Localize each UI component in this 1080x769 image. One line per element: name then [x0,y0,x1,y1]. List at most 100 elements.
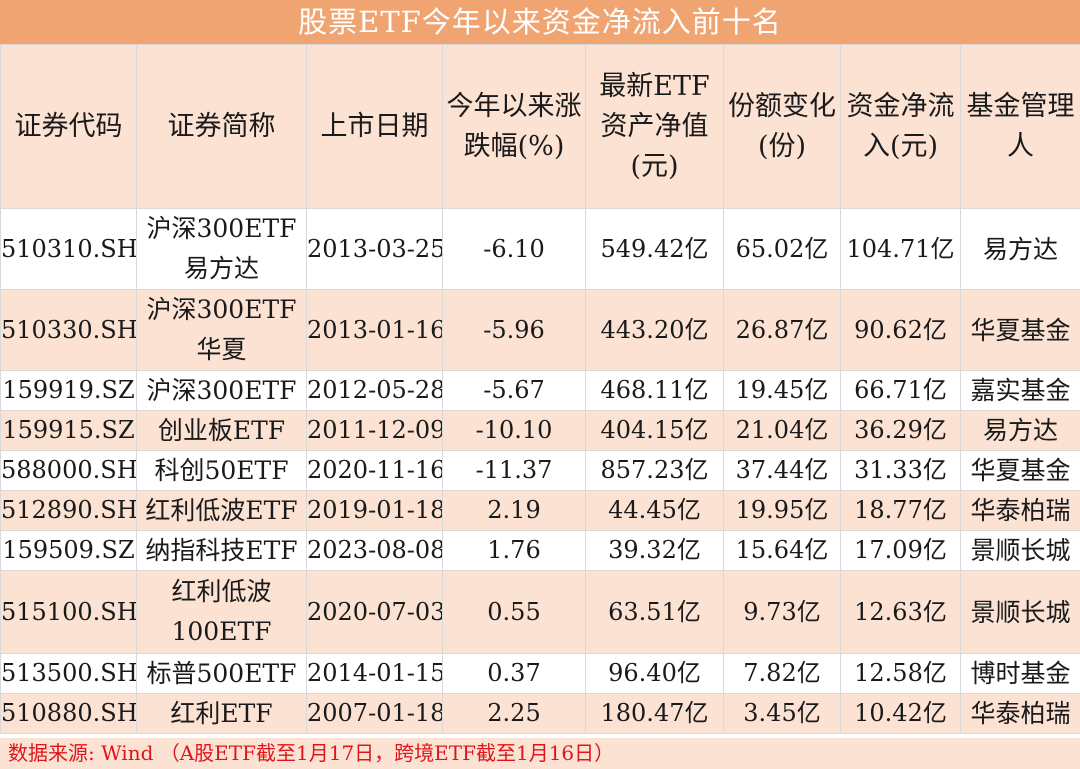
header-row: 证券代码 证券简称 上市日期 今年以来涨跌幅(%) 最新ETF资产净值(元) 份… [0,44,1080,209]
cell-share: 26.87亿 [723,289,841,371]
cell-share: 21.04亿 [723,410,841,451]
cell-change: -10.10 [442,410,586,451]
table-row: 513500.SH 标普500ETF 2014-01-15 0.37 96.40亿 7.8… [0,653,1080,694]
cell-share: 3.45亿 [723,693,841,734]
data-source-note: 数据来源: Wind （A股ETF截至1月17日，跨境ETF截至1月16日） [0,738,1080,769]
header-name: 证券简称 [136,44,307,209]
cell-flow: 66.71亿 [840,370,961,411]
cell-code: 588000.SH [0,450,137,491]
cell-share: 9.73亿 [723,570,841,654]
cell-share: 65.02亿 [723,208,841,290]
cell-manager: 华夏基金 [960,289,1080,371]
cell-code: 159919.SZ [0,370,137,411]
cell-manager: 易方达 [960,410,1080,451]
cell-flow: 31.33亿 [840,450,961,491]
cell-manager: 景顺长城 [960,570,1080,654]
cell-date: 2020-07-03 [306,570,443,654]
cell-share: 19.95亿 [723,490,841,531]
cell-name: 科创50ETF [136,450,307,491]
cell-code: 515100.SH [0,570,137,654]
cell-name: 红利ETF [136,693,307,734]
cell-change: -5.96 [442,289,586,371]
cell-change: 1.76 [442,530,586,571]
cell-manager: 华泰柏瑞 [960,693,1080,734]
cell-change: 0.55 [442,570,586,654]
cell-code: 159509.SZ [0,530,137,571]
cell-flow: 36.29亿 [840,410,961,451]
header-manager: 基金管理人 [960,44,1080,209]
cell-nav: 443.20亿 [585,289,724,371]
cell-code: 510310.SH [0,208,137,290]
cell-date: 2020-11-16 [306,450,443,491]
table-row: 588000.SH 科创50ETF 2020-11-16 -11.37 857.23亿 3… [0,450,1080,491]
cell-flow: 10.42亿 [840,693,961,734]
cell-nav: 549.42亿 [585,208,724,290]
header-change: 今年以来涨跌幅(%) [442,44,586,209]
cell-nav: 180.47亿 [585,693,724,734]
cell-manager: 景顺长城 [960,530,1080,571]
table-row: 510880.SH 红利ETF 2007-01-18 2.25 180.47亿 3.45亿… [0,693,1080,734]
cell-flow: 12.58亿 [840,653,961,694]
cell-code: 510330.SH [0,289,137,371]
cell-nav: 404.15亿 [585,410,724,451]
cell-flow: 18.77亿 [840,490,961,531]
cell-share: 19.45亿 [723,370,841,411]
cell-name: 纳指科技ETF [136,530,307,571]
table-row: 512890.SH 红利低波ETF 2019-01-18 2.19 44.45亿 19.9… [0,490,1080,531]
cell-share: 37.44亿 [723,450,841,491]
cell-change: -5.67 [442,370,586,411]
cell-change: 2.19 [442,490,586,531]
cell-nav: 39.32亿 [585,530,724,571]
cell-date: 2023-08-08 [306,530,443,571]
cell-date: 2019-01-18 [306,490,443,531]
cell-date: 2007-01-18 [306,693,443,734]
table-row: 159509.SZ 纳指科技ETF 2023-08-08 1.76 39.32亿 15.6… [0,530,1080,571]
cell-change: -6.10 [442,208,586,290]
cell-date: 2013-03-25 [306,208,443,290]
header-flow: 资金净流入(元) [840,44,961,209]
cell-name: 沪深300ETF易方达 [136,208,307,290]
cell-code: 510880.SH [0,693,137,734]
cell-flow: 17.09亿 [840,530,961,571]
cell-share: 15.64亿 [723,530,841,571]
cell-code: 159915.SZ [0,410,137,451]
header-date: 上市日期 [306,44,443,209]
cell-name: 标普500ETF [136,653,307,694]
cell-name: 沪深300ETF华夏 [136,289,307,371]
cell-date: 2013-01-16 [306,289,443,371]
cell-flow: 104.71亿 [840,208,961,290]
cell-name: 红利低波100ETF [136,570,307,654]
cell-name: 红利低波ETF [136,490,307,531]
etf-inflow-table: 证券代码 证券简称 上市日期 今年以来涨跌幅(%) 最新ETF资产净值(元) 份… [0,44,1080,734]
cell-nav: 468.11亿 [585,370,724,411]
cell-date: 2014-01-15 [306,653,443,694]
table-row: 159919.SZ 沪深300ETF 2012-05-28 -5.67 468.11亿 1… [0,370,1080,411]
cell-nav: 63.51亿 [585,570,724,654]
cell-flow: 12.63亿 [840,570,961,654]
cell-change: 0.37 [442,653,586,694]
table-row: 510330.SH 沪深300ETF华夏 2013-01-16 -5.96 443.20… [0,289,1080,371]
cell-code: 513500.SH [0,653,137,694]
cell-name: 沪深300ETF [136,370,307,411]
cell-nav: 857.23亿 [585,450,724,491]
cell-manager: 易方达 [960,208,1080,290]
cell-manager: 华泰柏瑞 [960,490,1080,531]
table-title: 股票ETF今年以来资金净流入前十名 [0,0,1080,44]
cell-name: 创业板ETF [136,410,307,451]
cell-code: 512890.SH [0,490,137,531]
cell-manager: 华夏基金 [960,450,1080,491]
cell-flow: 90.62亿 [840,289,961,371]
cell-change: 2.25 [442,693,586,734]
cell-share: 7.82亿 [723,653,841,694]
cell-manager: 嘉实基金 [960,370,1080,411]
cell-manager: 博时基金 [960,653,1080,694]
cell-date: 2012-05-28 [306,370,443,411]
table-row: 159915.SZ 创业板ETF 2011-12-09 -10.10 404.15亿 21… [0,410,1080,451]
header-code: 证券代码 [0,44,137,209]
cell-date: 2011-12-09 [306,410,443,451]
cell-nav: 96.40亿 [585,653,724,694]
header-share: 份额变化(份) [723,44,841,209]
table-row: 515100.SH 红利低波100ETF 2020-07-03 0.55 63.51亿 9… [0,570,1080,654]
header-nav: 最新ETF资产净值(元) [585,44,724,209]
cell-nav: 44.45亿 [585,490,724,531]
